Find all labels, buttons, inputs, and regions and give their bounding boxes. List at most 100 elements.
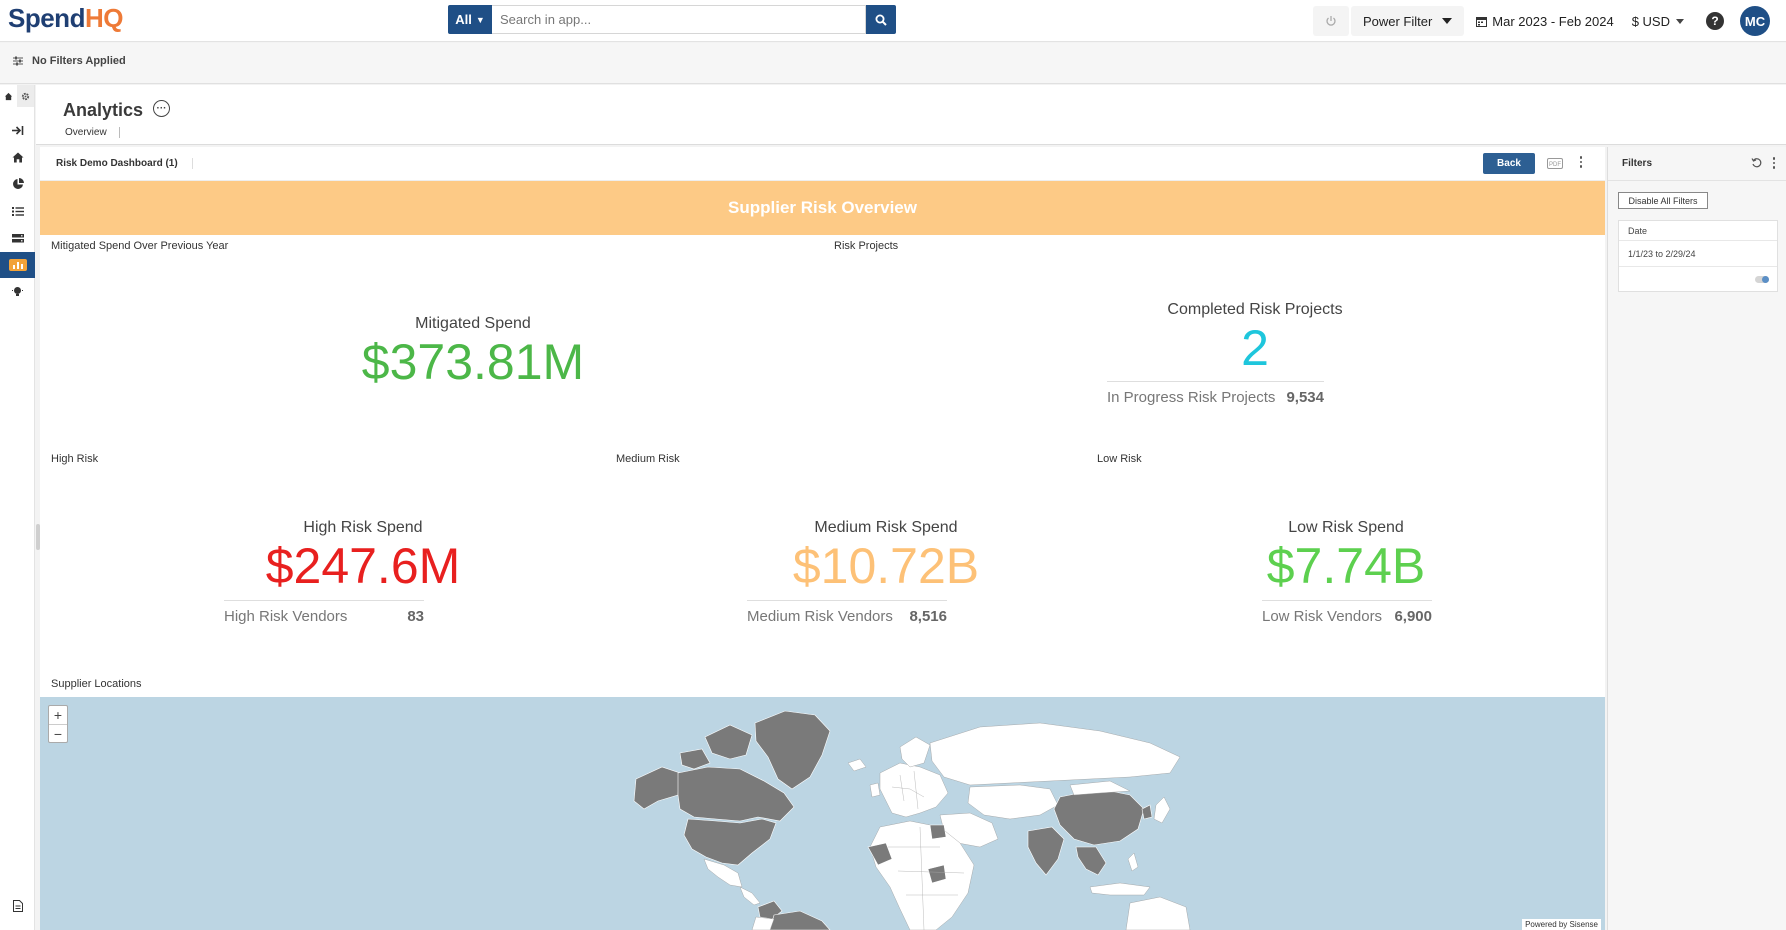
map-region-usa <box>683 818 777 866</box>
svg-text:PDF: PDF <box>1549 162 1561 168</box>
date-filter-name[interactable]: Date <box>1619 221 1777 241</box>
sidebar-item-database[interactable] <box>0 225 35 251</box>
map-region-russia <box>929 722 1181 786</box>
low-risk-vendors: Low Risk Vendors 6,900 <box>1262 608 1432 625</box>
map-region-australia <box>1125 896 1191 930</box>
mitigated-spend-title: Mitigated Spend <box>415 315 531 332</box>
zoom-out-button[interactable]: − <box>49 724 67 742</box>
high-risk-value: $247.6M <box>265 538 461 594</box>
sidebar-item-document[interactable] <box>0 893 35 919</box>
sidebar-item-insights[interactable] <box>0 279 35 305</box>
filters-panel-header: Filters <box>1608 147 1786 181</box>
map-region-europe <box>879 762 949 818</box>
date-filter-toggle[interactable] <box>1755 276 1769 283</box>
list-icon <box>11 206 24 216</box>
widget-label-risk-projects: Risk Projects <box>834 240 899 252</box>
home-icon <box>12 152 23 162</box>
caret-down-icon: ▼ <box>475 14 485 25</box>
left-resize-handle[interactable] <box>36 524 40 550</box>
map-region-indonesia <box>1089 882 1151 896</box>
reset-filters-icon[interactable] <box>1751 157 1763 169</box>
medium-risk-title: Medium Risk Spend <box>814 519 958 536</box>
sidebar-item-analytics[interactable] <box>0 252 35 278</box>
map-region-mexico <box>703 858 743 888</box>
sidebar-item-home[interactable] <box>0 144 35 170</box>
dashboard-canvas: Supplier Risk Overview Mitigated Spend O… <box>40 181 1605 930</box>
map-region-central-asia <box>967 784 1059 820</box>
arrow-to-right-icon <box>12 125 24 135</box>
completed-projects-value: 2 <box>1241 320 1269 376</box>
map-region-east-africa <box>927 864 947 884</box>
map-region-iceland <box>847 758 867 772</box>
in-progress-projects: In Progress Risk Projects 9,534 <box>1107 389 1324 406</box>
sidebar-item-charts[interactable] <box>0 171 35 197</box>
low-risk-title: Low Risk Spend <box>1288 519 1404 536</box>
world-map[interactable] <box>40 697 1605 930</box>
map-region-canada-arctic <box>704 724 753 760</box>
tab-overview[interactable]: Overview <box>65 127 120 138</box>
dashboard-menu-icon[interactable] <box>1578 156 1584 170</box>
map-region-southeast-asia <box>1075 846 1107 876</box>
map-region-west-africa <box>867 842 893 866</box>
back-button[interactable]: Back <box>1483 153 1535 174</box>
map-region-scandinavia <box>899 736 931 768</box>
map-borders-africa <box>888 826 965 930</box>
low-risk-value: $7.74B <box>1266 538 1426 594</box>
map-region-china <box>1053 788 1145 846</box>
map-zoom-controls: + − <box>48 705 68 743</box>
map-region-mongolia <box>1069 780 1131 796</box>
search-scope-dropdown[interactable]: All ▼ <box>448 5 492 34</box>
filters-menu-icon[interactable] <box>1771 157 1777 171</box>
map-region-philippines <box>1127 852 1139 872</box>
home-small-icon[interactable] <box>0 85 17 107</box>
server-icon <box>11 233 24 242</box>
bar-chart-icon <box>8 259 27 271</box>
kpi-divider <box>1262 600 1432 601</box>
kpi-divider <box>224 600 424 601</box>
supplier-locations-map[interactable]: + − Powered by Sisense <box>40 697 1605 930</box>
global-search: All ▼ Search in app... <box>448 5 896 34</box>
help-icon[interactable]: ? <box>1706 12 1724 30</box>
disable-all-filters-button[interactable]: Disable All Filters <box>1618 192 1708 209</box>
map-borders-europe <box>891 770 925 810</box>
map-region-central-america <box>739 886 761 906</box>
widget-label-high-risk: High Risk <box>51 453 99 465</box>
widget-label-medium-risk: Medium Risk <box>616 453 680 465</box>
caret-down-icon <box>1442 18 1453 24</box>
map-region-canada-arctic-2 <box>679 748 711 770</box>
currency-dropdown[interactable]: $ USD <box>1632 14 1684 29</box>
filter-bar: No Filters Applied <box>0 43 1786 84</box>
date-range-selector[interactable]: Mar 2023 - Feb 2024 <box>1476 14 1614 29</box>
high-risk-vendors: High Risk Vendors 83 <box>224 608 424 625</box>
filter-status: No Filters Applied <box>32 55 126 67</box>
power-filter-dropdown[interactable]: Power Filter <box>1350 6 1465 36</box>
completed-projects-title: Completed Risk Projects <box>1167 301 1343 318</box>
dashboard-title: Risk Demo Dashboard (1) <box>56 158 193 169</box>
widget-label-supplier-locations: Supplier Locations <box>51 678 142 690</box>
date-filter-card: Date 1/1/23 to 2/29/24 <box>1618 220 1778 292</box>
power-button[interactable] <box>1312 6 1349 36</box>
zoom-in-button[interactable]: + <box>53 707 63 723</box>
kpi-divider <box>1107 381 1324 382</box>
search-icon <box>875 14 887 26</box>
dashboard-banner: Supplier Risk Overview <box>40 181 1605 235</box>
search-button[interactable] <box>866 5 896 34</box>
gear-icon[interactable] <box>17 85 34 107</box>
page-header: Analytics ··· Overview <box>36 85 1786 145</box>
filter-sliders-icon[interactable] <box>12 55 24 67</box>
sidebar-item-list[interactable] <box>0 198 35 224</box>
user-avatar[interactable]: MC <box>1740 6 1770 36</box>
high-risk-title: High Risk Spend <box>303 519 423 536</box>
more-options-icon[interactable]: ··· <box>153 100 170 117</box>
map-region-alaska <box>633 766 681 810</box>
spendhq-logo[interactable]: SpendHQ <box>8 3 123 33</box>
map-region-india <box>1027 826 1065 876</box>
date-filter-value[interactable]: 1/1/23 to 2/29/24 <box>1619 241 1777 267</box>
expand-sidebar-button[interactable] <box>0 117 35 143</box>
pdf-export-icon[interactable]: PDF <box>1547 158 1563 169</box>
map-region-greenland <box>754 710 831 790</box>
top-bar: SpendHQ All ▼ Search in app... Power Filt… <box>0 0 1786 42</box>
filters-title: Filters <box>1622 158 1653 169</box>
search-input[interactable]: Search in app... <box>492 5 866 34</box>
caret-down-icon <box>1676 18 1684 24</box>
